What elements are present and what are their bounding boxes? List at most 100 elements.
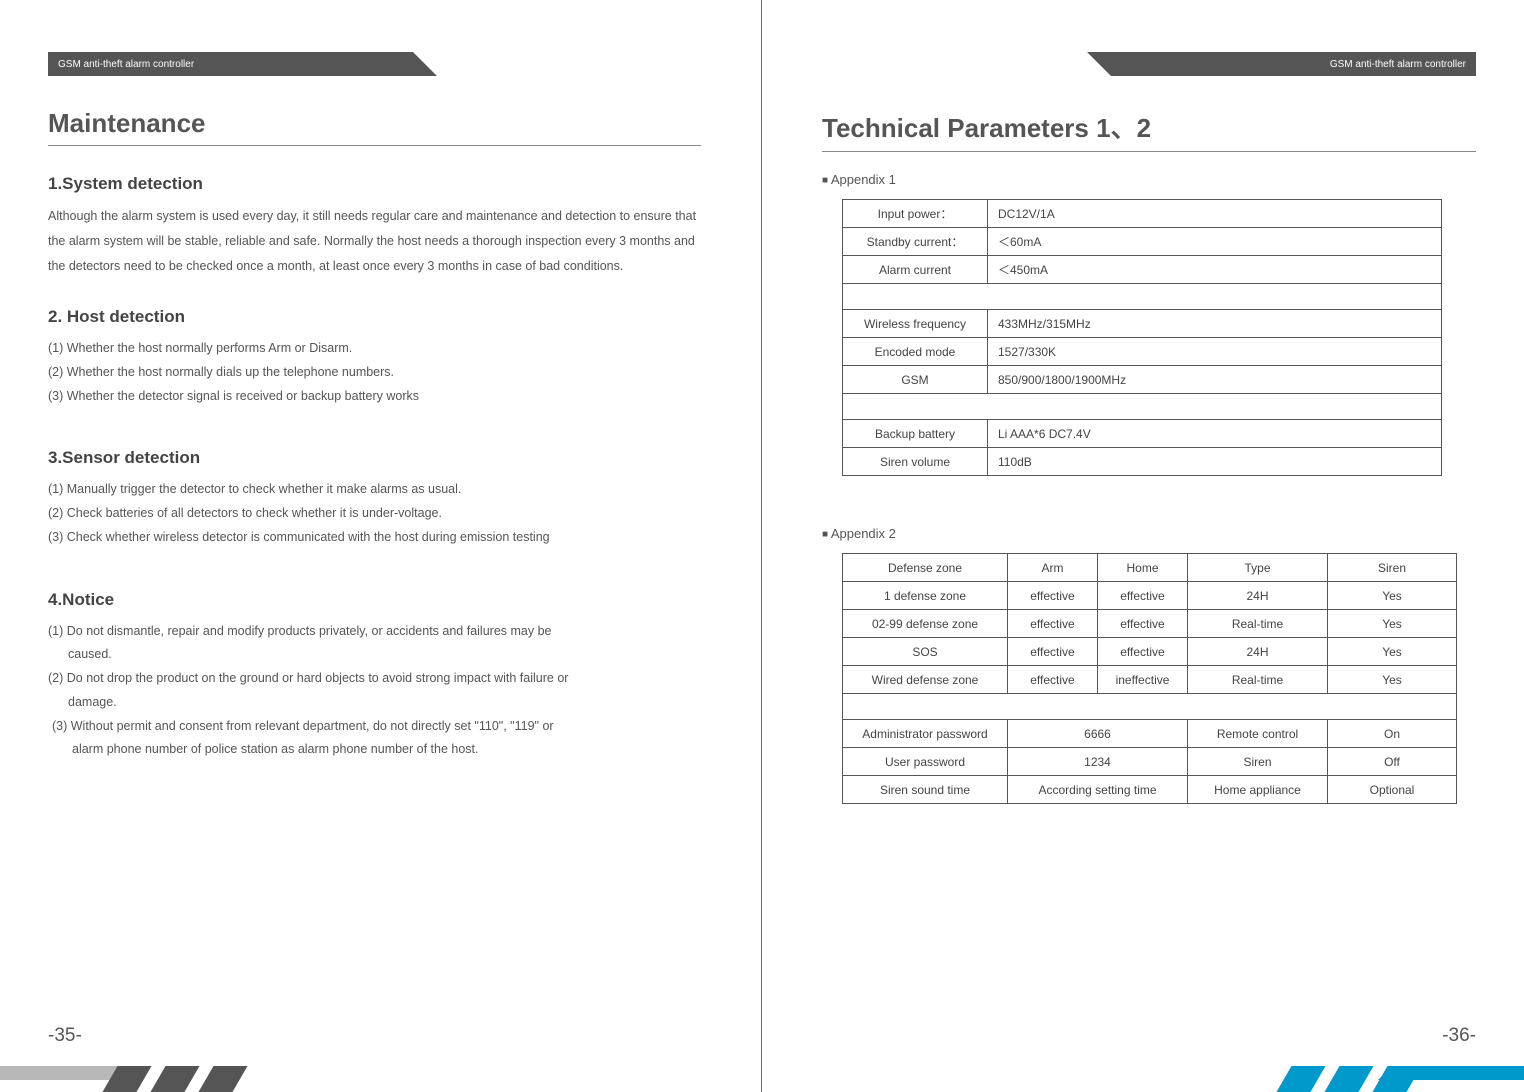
cell-value: 850/900/1800/1900MHz <box>988 366 1442 394</box>
table-row: GSM850/900/1800/1900MHz <box>843 366 1442 394</box>
cell-label: GSM <box>843 366 988 394</box>
table-row: Wireless frequency433MHz/315MHz <box>843 310 1442 338</box>
cell: According setting time <box>1008 776 1188 804</box>
cell: effective <box>1098 638 1188 666</box>
cell-label: Input power： <box>843 200 988 228</box>
header-banner-left: GSM anti-theft alarm controller <box>48 52 413 76</box>
content-left: Maintenance 1.System detection Although … <box>48 108 701 762</box>
cell: Optional <box>1328 776 1457 804</box>
section-1-title: 1.System detection <box>48 174 701 194</box>
cell: Yes <box>1328 638 1457 666</box>
page-title: Technical Parameters 1、2 <box>822 108 1476 152</box>
cell: Yes <box>1328 666 1457 694</box>
list-item: (3) Without permit and consent from rele… <box>48 715 701 739</box>
table-row: Standby current：＜60mA <box>843 228 1442 256</box>
footer-decoration <box>0 1066 280 1092</box>
spacer-cell <box>843 284 1442 310</box>
cell: Siren sound time <box>843 776 1008 804</box>
cell: Siren <box>1328 554 1457 582</box>
cell: Wired defense zone <box>843 666 1008 694</box>
cell-label: Backup battery <box>843 420 988 448</box>
footer-decoration <box>1244 1066 1524 1092</box>
cell: Real-time <box>1188 666 1328 694</box>
cell: 24H <box>1188 582 1328 610</box>
page-number: -35- <box>48 1025 82 1047</box>
cell: 1234 <box>1008 748 1188 776</box>
cell-label: Alarm current <box>843 256 988 284</box>
table-row <box>843 284 1442 310</box>
header-banner-right: GSM anti-theft alarm controller <box>1111 52 1476 76</box>
cell: User password <box>843 748 1008 776</box>
appendix-1-label: Appendix 1 <box>822 172 1476 187</box>
table-row: Input power：DC12V/1A <box>843 200 1442 228</box>
table-row <box>843 694 1457 720</box>
list-item: damage. <box>48 691 701 715</box>
list-item: (3) Check whether wireless detector is c… <box>48 526 701 550</box>
spacer-cell <box>843 394 1442 420</box>
cell-value: ＜60mA <box>988 228 1442 256</box>
page-right: GSM anti-theft alarm controller Technica… <box>762 0 1524 1092</box>
cell: Defense zone <box>843 554 1008 582</box>
table-row: Siren volume110dB <box>843 448 1442 476</box>
cell-value: Li AAA*6 DC7.4V <box>988 420 1442 448</box>
list-item: (2) Whether the host normally dials up t… <box>48 361 701 385</box>
spec-table: Input power：DC12V/1A Standby current：＜60… <box>842 199 1442 476</box>
cell: Yes <box>1328 610 1457 638</box>
list-item: (1) Manually trigger the detector to che… <box>48 478 701 502</box>
table-row <box>843 394 1442 420</box>
spacer-cell <box>843 694 1457 720</box>
cell-label: Standby current： <box>843 228 988 256</box>
cell: 02-99 defense zone <box>843 610 1008 638</box>
page-left: GSM anti-theft alarm controller Maintena… <box>0 0 762 1092</box>
cell: 1 defense zone <box>843 582 1008 610</box>
table-row: Administrator password 6666 Remote contr… <box>843 720 1457 748</box>
cell-value: 433MHz/315MHz <box>988 310 1442 338</box>
section-1-text: Although the alarm system is used every … <box>48 204 701 279</box>
cell: Type <box>1188 554 1328 582</box>
section-4-title: 4.Notice <box>48 590 701 610</box>
cell: 24H <box>1188 638 1328 666</box>
table-row: Defense zone Arm Home Type Siren <box>843 554 1457 582</box>
cell-value: ＜450mA <box>988 256 1442 284</box>
page-number: -36- <box>1442 1025 1476 1047</box>
cell-value: DC12V/1A <box>988 200 1442 228</box>
list-item: (1) Whether the host normally performs A… <box>48 337 701 361</box>
list-item: (2) Do not drop the product on the groun… <box>48 667 701 691</box>
page-title: Maintenance <box>48 108 701 146</box>
list-item: (1) Do not dismantle, repair and modify … <box>48 620 701 644</box>
zone-table: Defense zone Arm Home Type Siren 1 defen… <box>842 553 1457 804</box>
cell: Home appliance <box>1188 776 1328 804</box>
table-row: Encoded mode1527/330K <box>843 338 1442 366</box>
list-item: (2) Check batteries of all detectors to … <box>48 502 701 526</box>
table-row: Wired defense zone effective ineffective… <box>843 666 1457 694</box>
cell-label: Wireless frequency <box>843 310 988 338</box>
table-row: Alarm current＜450mA <box>843 256 1442 284</box>
cell: On <box>1328 720 1457 748</box>
cell: effective <box>1008 582 1098 610</box>
table-row: SOS effective effective 24H Yes <box>843 638 1457 666</box>
list-item: (3) Whether the detector signal is recei… <box>48 385 701 409</box>
cell: effective <box>1008 666 1098 694</box>
cell: Off <box>1328 748 1457 776</box>
table-row: Backup batteryLi AAA*6 DC7.4V <box>843 420 1442 448</box>
cell: Real-time <box>1188 610 1328 638</box>
cell: ineffective <box>1098 666 1188 694</box>
cell: Yes <box>1328 582 1457 610</box>
cell: Arm <box>1008 554 1098 582</box>
table-row: 1 defense zone effective effective 24H Y… <box>843 582 1457 610</box>
cell: Administrator password <box>843 720 1008 748</box>
cell: SOS <box>843 638 1008 666</box>
cell-label: Siren volume <box>843 448 988 476</box>
cell: effective <box>1008 638 1098 666</box>
cell: 6666 <box>1008 720 1188 748</box>
cell: effective <box>1098 582 1188 610</box>
cell: Home <box>1098 554 1188 582</box>
content-right: Technical Parameters 1、2 Appendix 1 Inpu… <box>822 108 1476 804</box>
header-text: GSM anti-theft alarm controller <box>58 59 194 70</box>
list-item: caused. <box>48 643 701 667</box>
cell-label: Encoded mode <box>843 338 988 366</box>
cell-value: 110dB <box>988 448 1442 476</box>
table-row: Siren sound time According setting time … <box>843 776 1457 804</box>
cell: Remote control <box>1188 720 1328 748</box>
table-row: 02-99 defense zone effective effective R… <box>843 610 1457 638</box>
